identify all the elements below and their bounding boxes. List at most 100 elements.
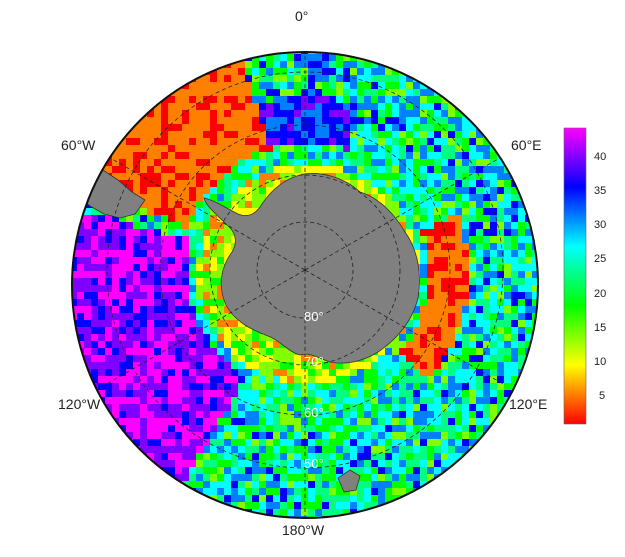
field-cell [483, 110, 490, 117]
field-cell [343, 418, 350, 425]
field-cell [224, 180, 231, 187]
field-cell [105, 341, 112, 348]
field-cell [399, 208, 406, 215]
field-cell [175, 229, 182, 236]
field-cell [280, 390, 287, 397]
field-cell [441, 208, 448, 215]
field-cell [420, 208, 427, 215]
field-cell [140, 201, 147, 208]
field-cell [168, 75, 175, 82]
field-cell [364, 110, 371, 117]
field-cell [210, 348, 217, 355]
field-cell [245, 145, 252, 152]
field-cell [350, 383, 357, 390]
field-cell [168, 257, 175, 264]
field-cell [532, 362, 538, 369]
field-cell [182, 229, 189, 236]
field-cell [336, 439, 343, 446]
field-cell [301, 411, 308, 418]
field-cell [84, 264, 91, 271]
field-cell [490, 222, 497, 229]
field-cell [420, 474, 427, 481]
field-cell [469, 271, 476, 278]
field-cell [245, 390, 252, 397]
field-cell [182, 397, 189, 404]
field-cell [343, 404, 350, 411]
field-cell [315, 446, 322, 453]
field-cell [280, 173, 287, 180]
field-cell [329, 159, 336, 166]
field-cell [385, 145, 392, 152]
field-cell [161, 355, 168, 362]
field-cell [511, 194, 518, 201]
field-cell [364, 138, 371, 145]
field-cell [182, 285, 189, 292]
field-cell [455, 75, 462, 82]
field-cell [371, 362, 378, 369]
field-cell [266, 173, 273, 180]
field-cell [455, 222, 462, 229]
field-cell [119, 250, 126, 257]
field-cell [161, 201, 168, 208]
field-cell [245, 397, 252, 404]
field-cell [168, 460, 175, 467]
field-cell [168, 313, 175, 320]
field-cell [518, 264, 525, 271]
field-cell [301, 446, 308, 453]
field-cell [469, 208, 476, 215]
field-cell [259, 474, 266, 481]
field-cell [490, 131, 497, 138]
field-cell [476, 222, 483, 229]
field-cell [413, 306, 420, 313]
field-cell [413, 446, 420, 453]
field-cell [189, 180, 196, 187]
field-cell [182, 243, 189, 250]
field-cell [175, 313, 182, 320]
field-cell [427, 215, 434, 222]
field-cell [301, 390, 308, 397]
field-cell [378, 145, 385, 152]
field-cell [287, 481, 294, 488]
field-cell [357, 418, 364, 425]
field-cell [497, 131, 504, 138]
field-cell [357, 474, 364, 481]
field-cell [210, 404, 217, 411]
field-cell [280, 467, 287, 474]
field-cell [119, 369, 126, 376]
field-cell [189, 110, 196, 117]
field-cell [245, 341, 252, 348]
field-cell [203, 264, 210, 271]
field-cell [112, 222, 119, 229]
field-cell [476, 446, 483, 453]
field-cell [525, 222, 532, 229]
field-cell [196, 54, 203, 61]
field-cell [189, 285, 196, 292]
field-cell [413, 89, 420, 96]
field-cell [322, 467, 329, 474]
field-cell [119, 152, 126, 159]
field-cell [413, 397, 420, 404]
field-cell [147, 194, 154, 201]
field-cell [133, 404, 140, 411]
field-cell [308, 439, 315, 446]
field-cell [245, 474, 252, 481]
field-cell [161, 285, 168, 292]
field-cell [455, 159, 462, 166]
field-cell [196, 348, 203, 355]
field-cell [154, 355, 161, 362]
field-cell [133, 243, 140, 250]
field-cell [126, 166, 133, 173]
field-cell [189, 243, 196, 250]
field-cell [259, 397, 266, 404]
field-cell [72, 306, 77, 313]
field-cell [483, 166, 490, 173]
field-cell [238, 502, 245, 509]
field-cell [329, 103, 336, 110]
field-cell [322, 152, 329, 159]
field-cell [105, 390, 112, 397]
field-cell [413, 222, 420, 229]
field-cell [196, 481, 203, 488]
field-cell [161, 194, 168, 201]
field-cell [266, 418, 273, 425]
field-cell [504, 327, 511, 334]
